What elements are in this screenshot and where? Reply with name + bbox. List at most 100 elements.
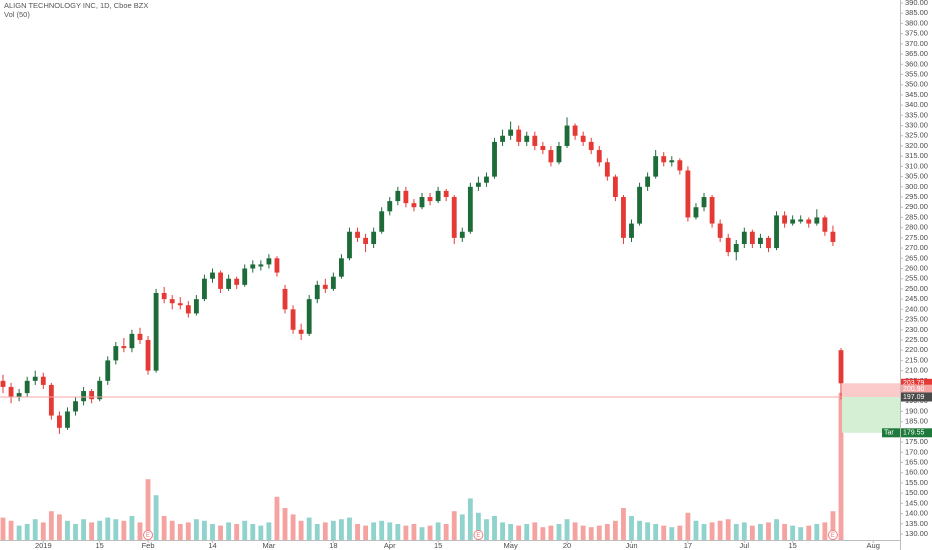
price-label-bg [901, 392, 932, 402]
y-tick-label: 215.00 [905, 355, 928, 364]
candle-body [451, 197, 457, 238]
candle-body [814, 217, 820, 224]
x-tick-label: Mar [262, 541, 275, 550]
volume-bar [330, 520, 336, 540]
x-tick-label: Feb [142, 541, 155, 550]
volume-bar [766, 522, 771, 540]
y-tick-label: 240.00 [905, 304, 928, 313]
volume-bar [56, 514, 62, 540]
candle-body [653, 156, 659, 177]
candle-body [153, 293, 159, 371]
price-label: 179.55 [903, 430, 925, 437]
y-tick-label: 210.00 [905, 366, 928, 375]
y-tick-label: 290.00 [905, 202, 928, 211]
volume-bar [484, 519, 489, 540]
volume-bar [8, 520, 14, 540]
volume-bar [339, 519, 344, 540]
event-marker [827, 530, 838, 540]
y-tick-label: 145.00 [905, 498, 928, 507]
y-tick-label: 340.00 [905, 100, 928, 109]
candle-body [790, 219, 796, 224]
candle-body [798, 219, 804, 222]
y-tick-label: 225.00 [905, 335, 928, 344]
candle-body [40, 376, 46, 385]
candle-body [218, 272, 223, 289]
volume-bar [540, 527, 546, 540]
volume-bar [355, 524, 360, 540]
volume-bar [758, 524, 763, 540]
volume-bar [709, 522, 715, 540]
volume-bar [363, 525, 369, 540]
volume-bar [266, 522, 272, 540]
price-label-bg [901, 378, 932, 388]
candle-body [532, 135, 538, 146]
candle-body [766, 237, 771, 249]
y-tick-label: 355.00 [905, 69, 928, 78]
candle-body [443, 190, 449, 198]
candle-body [685, 170, 691, 218]
candle-body [564, 125, 570, 146]
candle-body [8, 386, 14, 398]
volume-bar [161, 516, 167, 540]
candle-body [129, 333, 135, 349]
volume-bar [612, 520, 618, 540]
candle-body [73, 401, 78, 412]
candle-body [290, 309, 296, 330]
y-tick-label: 280.00 [905, 223, 928, 232]
y-tick-label: 270.00 [905, 243, 928, 252]
volume-bar [97, 520, 103, 540]
volume-bar [169, 520, 175, 540]
candle-body [838, 350, 844, 384]
event-label: E [476, 533, 480, 539]
candle-body [363, 237, 369, 244]
y-tick-label: 350.00 [905, 80, 928, 89]
candle-body [612, 176, 618, 198]
chart-title: ALIGN TECHNOLOGY INC, 1D, Cboe BZX [4, 1, 148, 10]
volume-bar [0, 517, 6, 540]
candle-body [169, 299, 175, 304]
candle-body [508, 129, 514, 136]
candle-body [596, 150, 602, 163]
volume-bar [548, 525, 554, 540]
y-tick-label: 310.00 [905, 161, 928, 170]
y-tick-label: 375.00 [905, 29, 928, 38]
x-tick-label: 14 [208, 541, 216, 550]
volume-bar [282, 508, 288, 540]
candle-body [604, 162, 610, 177]
candle-body [339, 258, 344, 277]
volume-bar [105, 517, 111, 540]
indicator-label: Vol (50) [4, 10, 30, 19]
candle-body [411, 203, 417, 208]
candle-body [830, 231, 836, 242]
volume-bar [790, 525, 796, 540]
volume-bar [314, 524, 320, 540]
volume-bar [234, 524, 240, 540]
volume-bar [427, 525, 433, 540]
volume-bar [290, 514, 296, 540]
volume-bar [250, 524, 256, 540]
candle-body [419, 197, 425, 208]
candle-body [661, 156, 667, 163]
y-tick-label: 390.00 [905, 0, 928, 7]
y-tick-label: 320.00 [905, 141, 928, 150]
volume-bar [129, 516, 135, 540]
y-tick-label: 235.00 [905, 315, 928, 324]
x-tick-label: 15 [788, 541, 796, 550]
candle-body [580, 135, 586, 142]
candle-body [629, 223, 634, 238]
candle-body [48, 384, 54, 416]
x-tick-label: 15 [96, 541, 104, 550]
candle-body [137, 333, 143, 340]
y-tick-label: 135.00 [905, 519, 928, 528]
volume-bar [822, 522, 828, 540]
y-tick-label: 155.00 [905, 478, 928, 487]
candle-body [226, 278, 232, 289]
y-tick-label: 140.00 [905, 509, 928, 518]
candle-body [322, 284, 328, 289]
candle-body [548, 150, 554, 163]
candle-body [822, 217, 828, 232]
volume-bar [524, 524, 530, 540]
candle-body [330, 276, 336, 289]
candle-body [81, 391, 86, 402]
